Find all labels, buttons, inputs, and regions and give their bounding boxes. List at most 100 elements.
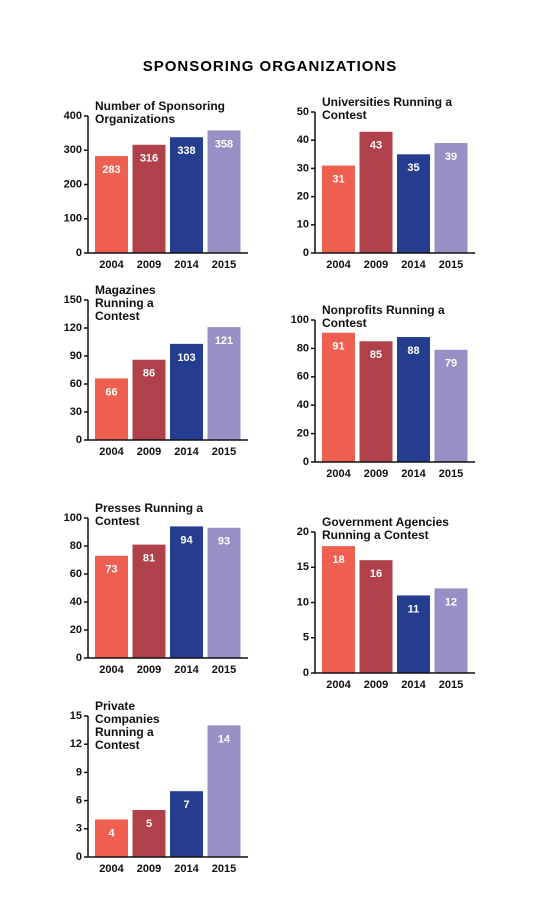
- value-label: 121: [215, 335, 233, 347]
- value-label: 81: [143, 553, 155, 565]
- chart-title: Government Agencies Running a Contest: [322, 515, 449, 542]
- bar: [359, 131, 393, 253]
- value-label: 316: [140, 153, 158, 165]
- bar: [170, 137, 203, 253]
- y-tick-label: 10: [297, 596, 309, 608]
- bar: [322, 332, 355, 462]
- y-tick-label: 300: [64, 144, 82, 156]
- y-tick-label: 5: [303, 632, 309, 644]
- y-tick-label: 0: [303, 456, 309, 468]
- x-tick-label: 2014: [401, 468, 426, 480]
- bar: [207, 327, 241, 440]
- x-tick-label: 2004: [99, 664, 124, 676]
- page-title: SPONSORING ORGANIZATIONS: [142, 58, 398, 75]
- y-tick-label: 0: [76, 434, 82, 446]
- x-tick-label: 2014: [401, 679, 426, 691]
- x-tick-label: 2004: [326, 468, 351, 480]
- x-tick-label: 2009: [364, 679, 388, 691]
- value-label: 103: [177, 352, 195, 364]
- value-label: 66: [105, 386, 117, 398]
- bar: [207, 527, 241, 658]
- bar: [207, 130, 241, 253]
- bar: [132, 359, 166, 440]
- value-label: 91: [332, 341, 344, 353]
- x-tick-label: 2015: [212, 863, 236, 875]
- bar: [95, 378, 128, 440]
- value-label: 85: [370, 349, 382, 361]
- value-label: 5: [146, 818, 152, 830]
- bar: [95, 156, 128, 253]
- y-tick-label: 120: [64, 322, 82, 334]
- bar: [132, 144, 166, 253]
- value-label: 358: [215, 138, 233, 150]
- value-label: 88: [407, 345, 419, 357]
- x-tick-label: 2009: [137, 259, 161, 271]
- x-tick-label: 2014: [174, 259, 199, 271]
- y-tick-label: 20: [297, 428, 309, 440]
- value-label: 31: [332, 173, 344, 185]
- value-label: 12: [445, 596, 457, 608]
- value-label: 43: [370, 140, 382, 152]
- bar: [95, 555, 128, 658]
- bar: [359, 341, 393, 462]
- x-tick-label: 2004: [99, 863, 124, 875]
- value-label: 79: [445, 358, 457, 370]
- x-tick-label: 2015: [212, 259, 236, 271]
- chart-title: Private Companies Running a Contest: [95, 699, 160, 752]
- y-tick-label: 0: [303, 667, 309, 679]
- y-tick-label: 10: [297, 219, 309, 231]
- x-tick-label: 2009: [137, 446, 161, 458]
- x-tick-label: 2004: [99, 259, 124, 271]
- y-tick-label: 12: [70, 738, 82, 750]
- bar: [397, 154, 430, 253]
- y-tick-label: 30: [297, 162, 309, 174]
- chart-title: Presses Running a Contest: [95, 501, 204, 528]
- y-tick-label: 200: [64, 178, 82, 190]
- chart-title: Number of Sponsoring Organizations: [95, 99, 225, 126]
- x-tick-label: 2015: [212, 446, 236, 458]
- x-tick-label: 2009: [364, 259, 388, 271]
- value-label: 93: [218, 536, 230, 548]
- y-tick-label: 20: [297, 526, 309, 538]
- value-label: 283: [102, 164, 120, 176]
- value-label: 16: [370, 568, 382, 580]
- y-tick-label: 400: [64, 110, 82, 122]
- y-tick-label: 15: [297, 561, 309, 573]
- bar: [434, 349, 468, 462]
- y-tick-label: 150: [64, 294, 82, 306]
- x-tick-label: 2009: [364, 468, 388, 480]
- x-tick-label: 2015: [439, 259, 463, 271]
- value-label: 39: [445, 151, 457, 163]
- value-label: 7: [183, 799, 189, 811]
- x-tick-label: 2014: [174, 664, 199, 676]
- bar: [170, 343, 203, 440]
- x-tick-label: 2014: [401, 259, 426, 271]
- y-tick-label: 40: [297, 134, 309, 146]
- value-label: 18: [332, 554, 344, 566]
- x-tick-label: 2004: [99, 446, 124, 458]
- bar: [132, 544, 166, 658]
- y-tick-label: 100: [64, 512, 82, 524]
- y-tick-label: 80: [70, 540, 82, 552]
- y-tick-label: 100: [64, 213, 82, 225]
- y-tick-label: 80: [297, 342, 309, 354]
- bar: [207, 725, 241, 857]
- y-tick-label: 100: [291, 314, 309, 326]
- y-tick-label: 20: [297, 191, 309, 203]
- y-tick-label: 0: [76, 247, 82, 259]
- value-label: 14: [218, 733, 231, 745]
- value-label: 86: [143, 368, 155, 380]
- y-tick-label: 3: [76, 823, 82, 835]
- value-label: 4: [108, 827, 115, 839]
- bar: [170, 526, 203, 658]
- y-tick-label: 20: [70, 624, 82, 636]
- y-tick-label: 40: [70, 596, 82, 608]
- chart-title: Magazines Running a Contest: [95, 283, 156, 323]
- x-tick-label: 2015: [439, 468, 463, 480]
- y-tick-label: 60: [297, 371, 309, 383]
- x-tick-label: 2015: [439, 679, 463, 691]
- x-tick-label: 2009: [137, 863, 161, 875]
- y-tick-label: 60: [70, 568, 82, 580]
